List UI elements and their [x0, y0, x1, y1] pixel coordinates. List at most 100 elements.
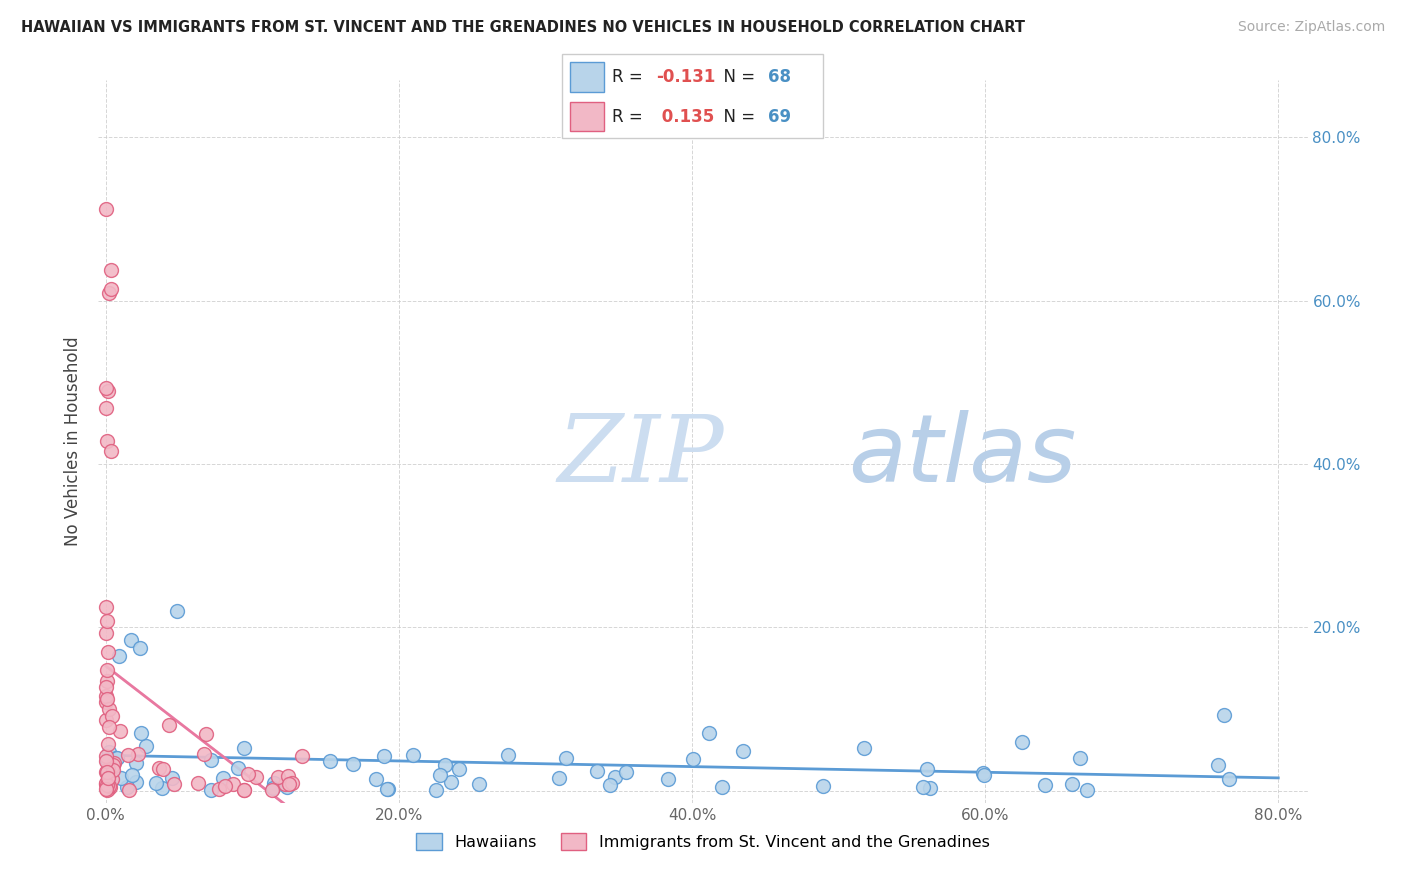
Point	[96, 381, 118, 395]
Point	[163, 777, 186, 791]
Point	[811, 779, 834, 793]
Point	[105, 751, 128, 765]
Point	[97, 645, 120, 659]
Point	[915, 762, 938, 776]
Point	[263, 776, 285, 790]
Text: atlas: atlas	[848, 410, 1077, 501]
Point	[145, 775, 167, 789]
Point	[214, 779, 236, 793]
Point	[375, 782, 398, 797]
Text: HAWAIIAN VS IMMIGRANTS FROM ST. VINCENT AND THE GRENADINES NO VEHICLES IN HOUSEH: HAWAIIAN VS IMMIGRANTS FROM ST. VINCENT …	[21, 20, 1025, 35]
Point	[276, 780, 298, 795]
Y-axis label: No Vehicles in Household: No Vehicles in Household	[65, 336, 83, 547]
Point	[96, 714, 118, 728]
Point	[100, 263, 122, 277]
Point	[425, 782, 447, 797]
Point	[100, 444, 122, 458]
Point	[125, 756, 148, 770]
Point	[127, 747, 149, 761]
Point	[274, 777, 297, 791]
Point	[1208, 757, 1230, 772]
Point	[1218, 772, 1240, 786]
Point	[277, 769, 299, 783]
Point	[94, 777, 117, 791]
Point	[972, 766, 994, 780]
Point	[585, 764, 607, 779]
Point	[1076, 782, 1098, 797]
Text: 69: 69	[768, 108, 792, 126]
Point	[187, 776, 209, 790]
Point	[434, 757, 457, 772]
Point	[912, 780, 935, 794]
FancyBboxPatch shape	[571, 62, 605, 92]
Text: R =: R =	[612, 108, 648, 126]
Point	[449, 762, 471, 776]
Point	[226, 761, 249, 775]
Point	[103, 758, 125, 772]
Point	[96, 753, 118, 767]
Point	[1069, 751, 1091, 765]
Point	[152, 762, 174, 776]
FancyBboxPatch shape	[562, 54, 823, 138]
Point	[281, 776, 304, 790]
Point	[94, 695, 117, 709]
Point	[94, 765, 117, 780]
Point	[96, 202, 118, 216]
Point	[267, 770, 290, 784]
Point	[97, 720, 120, 734]
Point	[1011, 734, 1033, 748]
Point	[319, 755, 342, 769]
Point	[98, 780, 121, 795]
Point	[96, 614, 118, 628]
Point	[125, 775, 148, 789]
Point	[1033, 778, 1056, 792]
Point	[429, 767, 451, 781]
Point	[128, 640, 150, 655]
Legend: Hawaiians, Immigrants from St. Vincent and the Grenadines: Hawaiians, Immigrants from St. Vincent a…	[409, 827, 997, 856]
Point	[973, 768, 995, 782]
Point	[94, 776, 117, 790]
Point	[97, 782, 120, 797]
Point	[222, 777, 245, 791]
Point	[605, 770, 627, 784]
Point	[1062, 777, 1084, 791]
Point	[96, 765, 118, 780]
Text: R =: R =	[612, 68, 648, 86]
Text: N =: N =	[713, 108, 761, 126]
Point	[135, 739, 157, 753]
Point	[100, 282, 122, 296]
Point	[162, 771, 184, 785]
Point	[342, 756, 364, 771]
Point	[108, 648, 131, 663]
Point	[96, 680, 118, 694]
Point	[100, 761, 122, 775]
Point	[118, 782, 141, 797]
Text: N =: N =	[713, 68, 761, 86]
Point	[97, 771, 120, 785]
Point	[115, 780, 138, 794]
Point	[682, 752, 704, 766]
Point	[97, 286, 120, 301]
FancyBboxPatch shape	[571, 102, 605, 131]
Point	[291, 749, 314, 764]
Point	[548, 771, 571, 785]
Text: -0.131: -0.131	[657, 68, 716, 86]
Point	[233, 782, 256, 797]
Point	[166, 604, 188, 618]
Point	[96, 673, 118, 688]
Point	[697, 725, 720, 739]
Point	[96, 762, 118, 776]
Point	[98, 780, 121, 794]
Point	[245, 770, 267, 784]
Point	[614, 764, 637, 779]
Point	[97, 772, 120, 787]
Point	[94, 755, 117, 769]
Point	[96, 781, 118, 796]
Text: 68: 68	[768, 68, 792, 86]
Point	[94, 690, 117, 704]
Point	[212, 771, 235, 785]
Point	[498, 748, 520, 763]
Point	[193, 747, 215, 761]
Point	[207, 781, 229, 796]
Point	[195, 727, 218, 741]
